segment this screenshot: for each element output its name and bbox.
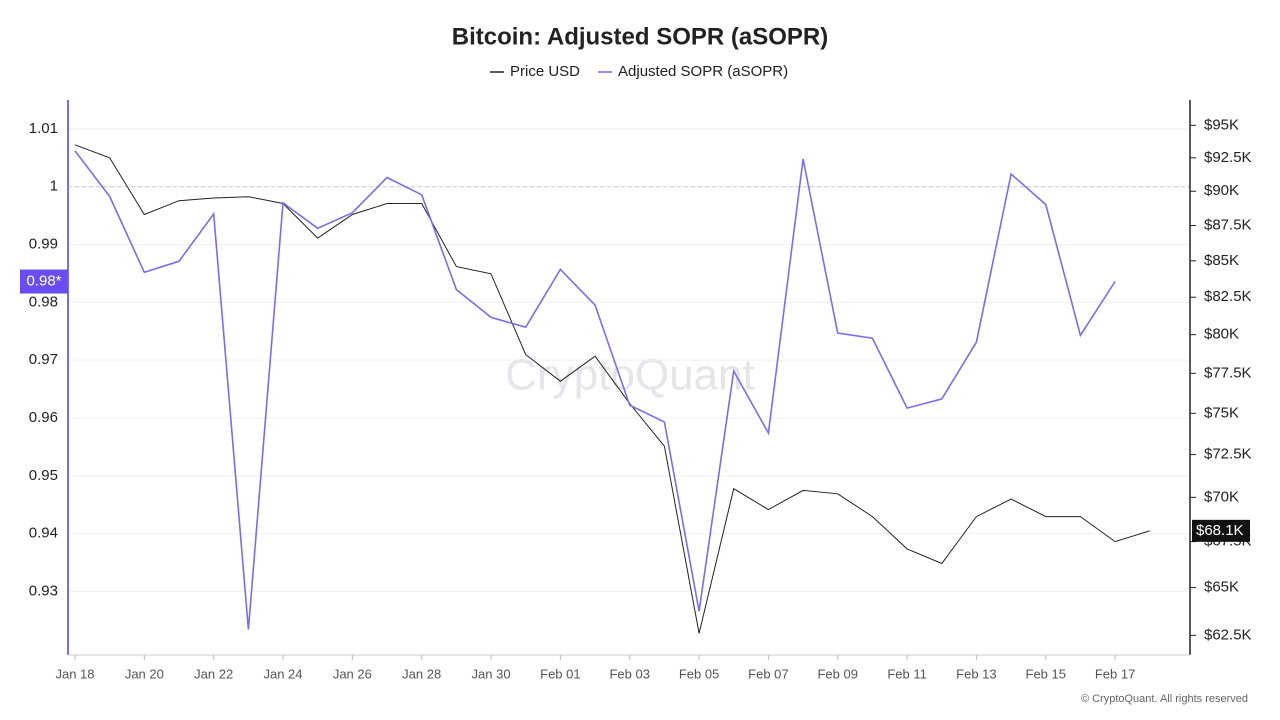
x-tick-label: Jan 20: [125, 666, 164, 681]
x-tick-label: Feb 11: [887, 666, 927, 681]
watermark: CryptoQuant: [505, 351, 754, 400]
end-label-box: [20, 269, 68, 294]
y-tick-label: 0.95: [29, 467, 58, 484]
y-tick-label: 0.98: [29, 293, 58, 310]
x-tick-label: Feb 09: [817, 666, 857, 681]
y-tick-label: 0.96: [29, 409, 58, 426]
chart-title: Bitcoin: Adjusted SOPR (aSOPR): [452, 23, 828, 50]
y2-tick-label: $75K: [1204, 404, 1239, 421]
y2-tick-label: $92.5K: [1204, 149, 1252, 166]
end-label-box: [1192, 519, 1250, 542]
y2-tick-label: $85K: [1204, 252, 1239, 269]
y2-tick-label: $87.5K: [1204, 217, 1252, 234]
y-tick-label: 0.94: [29, 525, 58, 542]
x-tick-label: Jan 30: [472, 666, 511, 681]
y2-tick-label: $65K: [1204, 579, 1239, 596]
y-tick-label: 0.93: [29, 582, 58, 599]
x-tick-label: Jan 26: [333, 666, 372, 681]
y2-tick-label: $82.5K: [1204, 288, 1252, 305]
x-tick-label: Feb 03: [609, 666, 649, 681]
x-tick-label: Feb 15: [1026, 666, 1066, 681]
y2-tick-label: $70K: [1204, 488, 1239, 505]
y-tick-label: 0.99: [29, 236, 58, 253]
y-tick-label: 1.01: [29, 120, 58, 137]
x-tick-label: Jan 18: [55, 666, 94, 681]
legend-label: Price USD: [510, 63, 580, 80]
y2-tick-label: $90K: [1204, 182, 1239, 199]
footer: © CryptoQuant. All rights reserved: [1081, 693, 1248, 705]
series-line: [74, 150, 1116, 630]
y2-tick-label: $77.5K: [1204, 364, 1252, 381]
x-tick-label: Jan 24: [263, 666, 302, 681]
x-tick-label: Jan 22: [194, 666, 233, 681]
x-tick-label: Feb 07: [748, 666, 788, 681]
series-line: [74, 144, 1150, 634]
x-tick-label: Feb 17: [1095, 666, 1135, 681]
end-label: 0.98*: [26, 273, 61, 290]
end-label: $68.1K: [1196, 522, 1244, 539]
x-tick-label: Feb 05: [679, 666, 719, 681]
x-tick-label: Feb 13: [956, 666, 996, 681]
y2-tick-label: $95K: [1204, 116, 1239, 133]
y2-tick-label: $80K: [1204, 326, 1239, 343]
y-tick-label: 1: [50, 178, 58, 195]
x-tick-label: Jan 28: [402, 666, 441, 681]
y2-tick-label: $72.5K: [1204, 446, 1252, 463]
x-tick-label: Feb 01: [540, 666, 580, 681]
legend-label: Adjusted SOPR (aSOPR): [618, 63, 788, 80]
y-tick-label: 0.97: [29, 351, 58, 368]
y2-tick-label: $62.5K: [1204, 626, 1252, 643]
